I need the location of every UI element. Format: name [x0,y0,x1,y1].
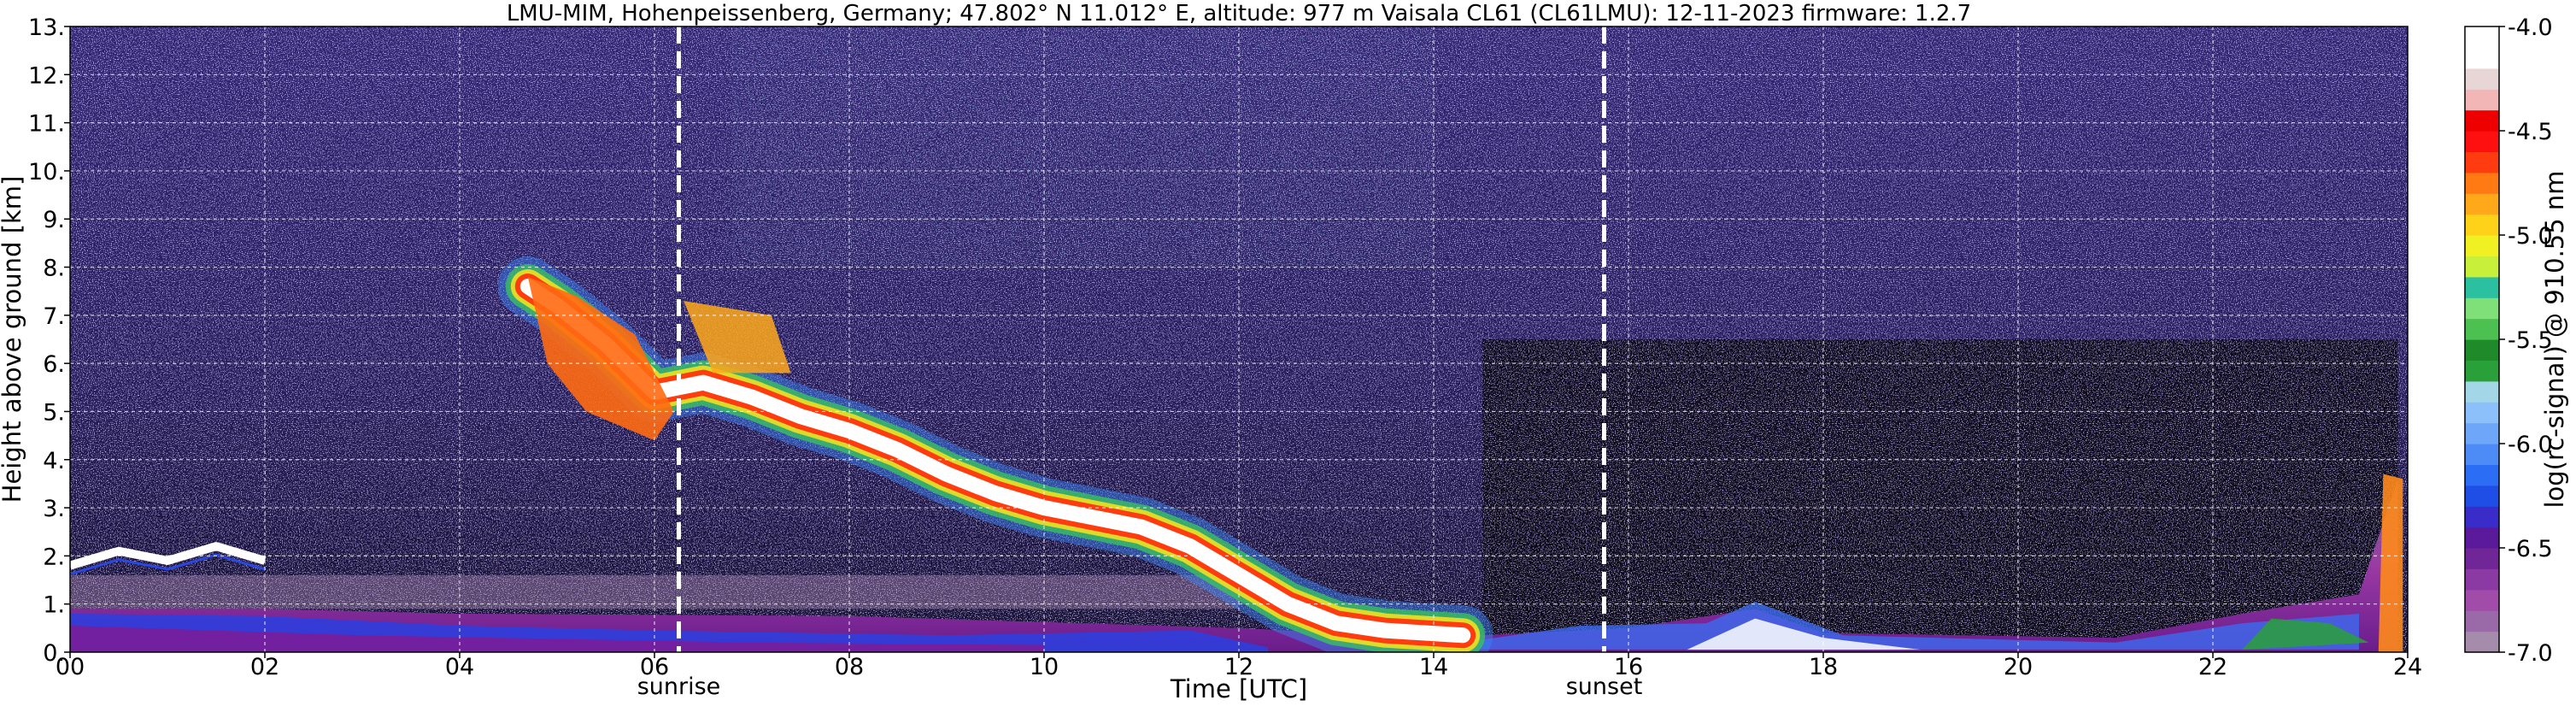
colorbar-segment [2465,297,2499,320]
y-tick-label: 5. [43,399,65,426]
colorbar-segment [2465,548,2499,569]
y-tick-label: 9. [43,207,65,233]
y-tick-label: 12. [28,62,65,89]
y-tick-label: 2. [43,544,65,570]
colorbar-segment [2465,68,2499,90]
colorbar-segment [2465,276,2499,298]
y-tick-label: 1. [43,592,65,619]
colorbar-segment [2465,485,2499,507]
colorbar-segment [2465,422,2499,444]
colorbar-segment [2465,339,2499,361]
colorbar-segment [2465,214,2499,236]
x-tick-label: 10 [1030,654,1059,680]
colorbar-segment [2465,589,2499,611]
x-tick-label: 24 [2393,654,2422,680]
colorbar-segment [2465,464,2499,486]
colorbar-tick-label: -6.0 [2508,432,2553,458]
surface-layer-core [70,626,1044,652]
y-tick-label: 7. [43,303,65,330]
plot-area [70,26,2408,652]
y-tick-label: 0. [43,640,65,667]
colorbar-segment [2465,109,2499,132]
colorbar-segment [2465,256,2499,278]
colorbar-segment [2465,318,2499,340]
colorbar-segment [2465,527,2499,549]
y-tick-label: 8. [43,256,65,282]
colorbar-segment [2465,360,2499,382]
x-tick-label: 04 [445,654,474,680]
y-tick-label: 4. [43,448,65,474]
colorbar-segment [2465,193,2499,215]
late-layer-green [2242,618,2369,650]
y-tick-label: 13. [28,15,65,41]
evening-layer [1463,601,2359,650]
y-axis-label: Height above ground [km] [0,176,26,503]
x-tick-label: 20 [2004,654,2033,680]
colorbar-tick-label: -4.0 [2508,15,2553,41]
x-tick-label: 02 [250,654,279,680]
x-axis: 00 02 04 06 08 10 12 14 16 18 20 22 24 [56,652,2422,680]
colorbar-segment [2465,235,2499,256]
colorbar-segment [2465,26,2499,48]
colorbar-segment [2465,402,2499,424]
x-tick-label: 18 [1809,654,1838,680]
y-tick-label: 11. [28,111,65,138]
colorbar-segment [2465,151,2499,174]
x-tick-label: 14 [1419,654,1448,680]
colorbar-segment [2465,172,2499,194]
sunrise-label: sunrise [637,674,721,700]
sunset-label: sunset [1566,674,1643,700]
morning-plume [527,276,674,441]
colorbar-segment [2465,568,2499,591]
colorbar-segment [2465,131,2499,152]
y-axis: 0. 1. 2. 3. 4. 5. 6. 7. 8. 9. 10. 11. 12. 13. [28,15,70,667]
colorbar-tick-label: -6.5 [2508,536,2553,562]
colorbar-tick-label: -7.0 [2508,640,2553,667]
colorbar: -4.0 -4.5 -5.0 -5.5 -6.0 -6.5 -7.0 [2464,15,2553,667]
colorbar-tick-label: -4.5 [2508,119,2553,145]
x-tick-label: 22 [2198,654,2227,680]
colorbar-label: log(rc-signal) @ 910.55 nm [2540,170,2569,508]
signal-noise-upper [732,26,1434,268]
y-tick-label: 3. [43,496,65,522]
evening-layer-core [1687,618,1921,650]
colorbar-tick-label: -5.5 [2508,327,2553,354]
colorbar-segment [2465,444,2499,465]
sun-markers: sunrise sunset [637,26,1643,700]
colorbar-segment [2465,47,2499,69]
colorbar-tick-label: -5.0 [2508,223,2553,250]
early-cloud-edge [70,553,266,576]
colorbar-segment [2465,89,2499,111]
late-rising-cloud [2378,474,2403,652]
x-tick-label: 16 [1614,654,1643,680]
chart-title: LMU-MIM, Hohenpeissenberg, Germany; 47.8… [507,1,1971,26]
colorbar-segment [2465,506,2499,528]
colorbar-segment [2465,631,2499,653]
colorbar-segment [2465,380,2499,403]
x-tick-label: 06 [640,654,669,680]
x-tick-label: 12 [1224,654,1253,680]
x-tick-label: 00 [56,654,85,680]
x-axis-label: Time [UTC] [1170,674,1307,703]
y-tick-label: 10. [28,159,65,185]
colorbar-segment [2465,610,2499,632]
x-tick-label: 08 [835,654,864,680]
y-tick-label: 6. [43,351,65,378]
early-cloud-white [70,542,267,570]
grid [70,26,2408,652]
morning-plume-2 [684,300,791,374]
